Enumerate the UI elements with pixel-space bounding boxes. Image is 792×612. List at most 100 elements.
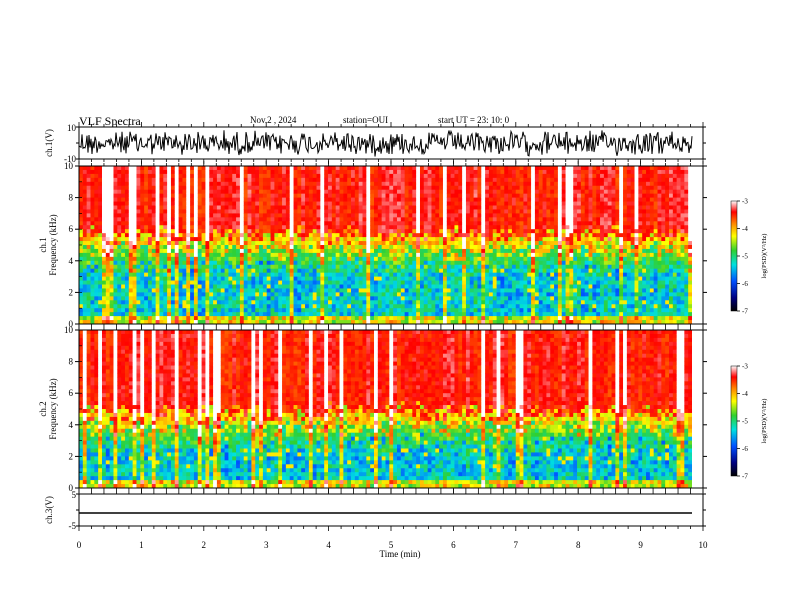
spectrogram-cell	[339, 264, 344, 270]
spectrogram-cell	[492, 276, 497, 281]
spectrogram-cell	[132, 169, 137, 175]
spectrogram-cell	[117, 256, 122, 262]
spectrogram-cell	[266, 276, 271, 281]
spectrogram-cell	[213, 320, 218, 325]
spectrogram-cell	[216, 217, 222, 222]
spectrogram-cell	[385, 252, 390, 258]
spectrogram-cell	[79, 166, 84, 171]
spectrogram-cell	[159, 221, 164, 226]
spectrogram-cell	[400, 221, 406, 226]
spectrogram-cell	[511, 284, 517, 289]
spectrogram-cell	[442, 233, 448, 238]
spectrogram-cell	[354, 237, 360, 242]
spectrogram-cell	[113, 193, 118, 198]
spectrogram-cell	[144, 205, 149, 210]
spectrogram-cell	[113, 272, 118, 277]
spectrogram-cell	[396, 304, 402, 309]
spectrogram-cell	[90, 166, 95, 171]
spectrogram-cell	[381, 304, 386, 309]
spectrogram-cell	[416, 248, 421, 254]
spectrogram-cell	[462, 233, 467, 238]
spectrogram-cell	[251, 288, 256, 293]
spectrogram-cell	[262, 241, 268, 246]
spectrogram-cell	[385, 237, 390, 242]
spectrogram-cell	[328, 221, 333, 226]
spectrogram-cell	[170, 288, 176, 293]
spectrogram-cell	[101, 177, 107, 183]
spectrogram-cell	[201, 264, 206, 270]
spectrogram-cell	[293, 221, 298, 226]
spectrogram-cell	[496, 288, 501, 293]
spectrogram-cell	[389, 252, 394, 258]
spectrogram-cell	[362, 284, 367, 289]
spectrogram-cell	[351, 201, 356, 206]
spectrogram-cell	[508, 217, 513, 222]
spectrogram-cell	[79, 229, 84, 234]
spectrogram-cell	[197, 316, 202, 321]
spectrogram-cell	[205, 217, 210, 222]
spectrogram-cell	[450, 229, 455, 234]
spectrogram-cell	[140, 248, 145, 254]
spectrogram-cell	[389, 221, 394, 226]
spectrogram-cell	[186, 292, 191, 297]
spectrogram-cell	[182, 245, 187, 250]
spectrogram-cell	[90, 185, 95, 191]
spectrogram-cell	[82, 241, 88, 246]
spectrogram-cell	[259, 256, 264, 262]
spectrogram-cell	[511, 241, 517, 246]
spectrogram-cell	[542, 256, 547, 262]
spectrogram-cell	[197, 288, 202, 293]
spectrogram-cell	[163, 316, 168, 321]
spectrogram-cell	[385, 201, 390, 206]
spectrogram-cell	[293, 233, 298, 238]
spectrogram-cell	[328, 308, 333, 313]
spectrogram-cell	[167, 304, 172, 309]
spectrogram-cell	[400, 316, 406, 321]
spectrogram-cell	[431, 292, 436, 297]
spectrogram-cell	[285, 181, 291, 187]
spectrogram-cell	[239, 221, 245, 226]
spectrogram-cell	[312, 264, 317, 270]
spectrogram-cell	[301, 304, 306, 309]
spectrogram-cell	[209, 173, 214, 179]
spectrogram-cell	[435, 292, 440, 297]
spectrogram-cell	[339, 248, 344, 254]
spectrogram-cell	[90, 209, 95, 214]
spectrogram-cell	[320, 276, 325, 281]
spectrogram-cell	[144, 201, 149, 206]
spectrogram-cell	[178, 221, 183, 226]
spectrogram-cell	[101, 280, 107, 285]
spectrogram-cell	[270, 221, 275, 226]
spectrogram-cell	[117, 233, 122, 238]
spectrogram-cell	[236, 280, 241, 285]
spectrogram-cell	[86, 308, 91, 313]
spectrogram-cell	[274, 245, 279, 250]
spectrogram-cell	[147, 268, 153, 274]
spectrogram-cell	[446, 225, 452, 230]
spectrogram-cell	[209, 284, 214, 289]
spectrogram-cell	[305, 252, 310, 258]
spectrogram-cell	[101, 201, 107, 206]
spectrogram-cell	[408, 213, 413, 218]
spectrogram-cell	[358, 213, 363, 218]
spectrogram-cell	[224, 284, 229, 289]
spectrogram-cell	[450, 169, 455, 175]
spectrogram-cell	[113, 268, 118, 274]
spectrogram-cell	[339, 209, 344, 214]
spectrogram-cell	[324, 268, 329, 274]
spectrogram-cell	[140, 209, 145, 214]
spectrogram-cell	[251, 292, 256, 297]
spectrogram-cell	[101, 185, 107, 191]
spectrogram-cell	[381, 280, 386, 285]
spectrogram-cell	[128, 292, 134, 297]
spectrogram-cell	[124, 248, 130, 254]
spectrogram-cell	[381, 209, 386, 214]
spectrogram-cell	[182, 173, 187, 179]
spectrogram-cell	[400, 280, 406, 285]
spectrogram-cell	[117, 300, 122, 305]
spectrogram-cell	[79, 241, 84, 246]
spectrogram-cell	[136, 268, 141, 274]
spectrogram-cell	[316, 221, 321, 226]
spectrogram-cell	[442, 320, 448, 325]
spectrogram-cell	[347, 197, 352, 202]
